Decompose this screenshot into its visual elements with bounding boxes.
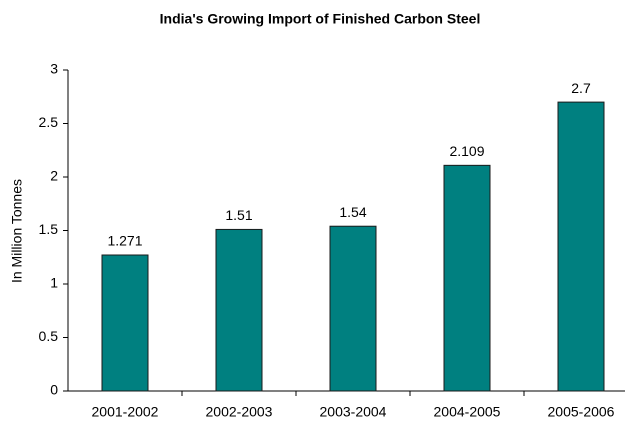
y-tick-label: 1 [50,275,58,291]
bar [215,228,263,392]
y-tick-label: 2.5 [39,114,59,130]
data-label: 1.51 [225,207,252,223]
x-tick-label: 2002-2003 [206,404,273,420]
chart-title: India's Growing Import of Finished Carbo… [160,11,481,27]
y-axis-label: In Million Tonnes [9,179,25,283]
x-tick-label: 2003-2004 [320,404,387,420]
x-tick-label: 2005-2006 [548,404,615,420]
data-label: 2.109 [449,143,484,159]
bar [101,254,149,392]
y-tick-label: 3 [50,61,58,77]
data-label: 1.54 [339,204,366,220]
bar [557,101,605,392]
x-tick-label: 2001-2002 [92,404,159,420]
data-label: 2.7 [571,80,591,96]
x-tick-label: 2004-2005 [434,404,501,420]
y-tick-label: 2 [50,168,58,184]
y-tick-label: 0 [50,382,58,398]
y-tick-label: 0.5 [39,328,59,344]
data-label: 1.271 [107,233,142,249]
y-tick-label: 1.5 [39,221,59,237]
bar [443,164,491,392]
bar [329,225,377,392]
